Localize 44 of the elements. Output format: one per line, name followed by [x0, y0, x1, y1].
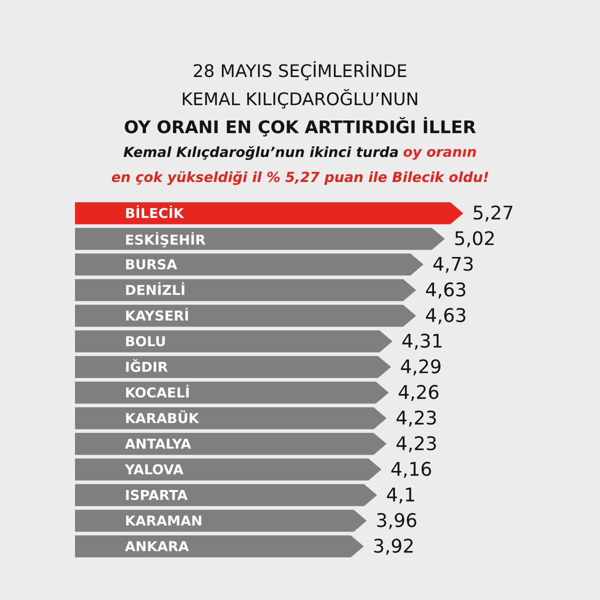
data-label: 4,73 [433, 256, 473, 273]
y-tick-label: ANTALYA [124, 438, 192, 449]
bar [75, 407, 387, 430]
y-tick-label: KARAMAN [126, 516, 202, 526]
data-label: 4,26 [398, 384, 438, 401]
data-label: 4,31 [402, 334, 442, 350]
data-label: 4,16 [391, 462, 432, 478]
data-label: 4,23 [396, 410, 436, 427]
y-tick-label: KAYSERİ [126, 308, 188, 321]
bar [75, 484, 378, 506]
data-label: 5,02 [455, 231, 494, 248]
y-tick-label: DENİZLİ [126, 282, 184, 295]
chart-title: 28 MAYIS SEÇİMLERİNDE KEMAL KILIÇDAROĞLU’NUN OY ORANI EN ÇOK ARTTIRDIĞI İLLER [124, 61, 476, 137]
data-label: 4,1 [386, 488, 414, 504]
y-tick-label: BOLU [126, 336, 165, 346]
y-tick-label: BURSA [126, 259, 178, 270]
y-tick-label: ISPARTA [126, 490, 188, 500]
y-tick-label: KOCAELİ [126, 384, 189, 398]
bar [75, 202, 464, 224]
y-tick-label: KARABÜK [126, 410, 200, 424]
y-tick-label: YALOVA [124, 464, 184, 474]
data-label: 3,92 [374, 538, 413, 555]
data-label: 4,23 [396, 436, 436, 452]
bar [75, 432, 387, 455]
bar [75, 330, 393, 352]
data-label: 4,29 [400, 359, 440, 376]
bar [75, 382, 389, 404]
bar [75, 253, 424, 276]
data-label: 5,27 [474, 205, 512, 222]
y-tick-label: IĞDIR [126, 359, 168, 372]
data-label: 4,63 [426, 282, 466, 298]
bar [75, 228, 445, 250]
y-tick-label: BİLECİK [126, 205, 184, 218]
y-tick-label: ESKİŞEHİR [126, 232, 206, 248]
chart-subtitle: Kemal Kılıçdaroğlu’nun ikinci turda oy oranın en çok yükseldiği il % 5,27 puan ile Bilecik oldu! [112, 146, 488, 185]
bar [75, 279, 416, 302]
data-label: 4,63 [426, 308, 466, 324]
bar [75, 356, 392, 378]
y-tick-label: ANKARA [124, 541, 189, 552]
bar [75, 510, 367, 532]
bar [75, 458, 382, 481]
bar [75, 535, 364, 558]
bar [75, 304, 416, 327]
data-label: 3,96 [377, 513, 416, 530]
